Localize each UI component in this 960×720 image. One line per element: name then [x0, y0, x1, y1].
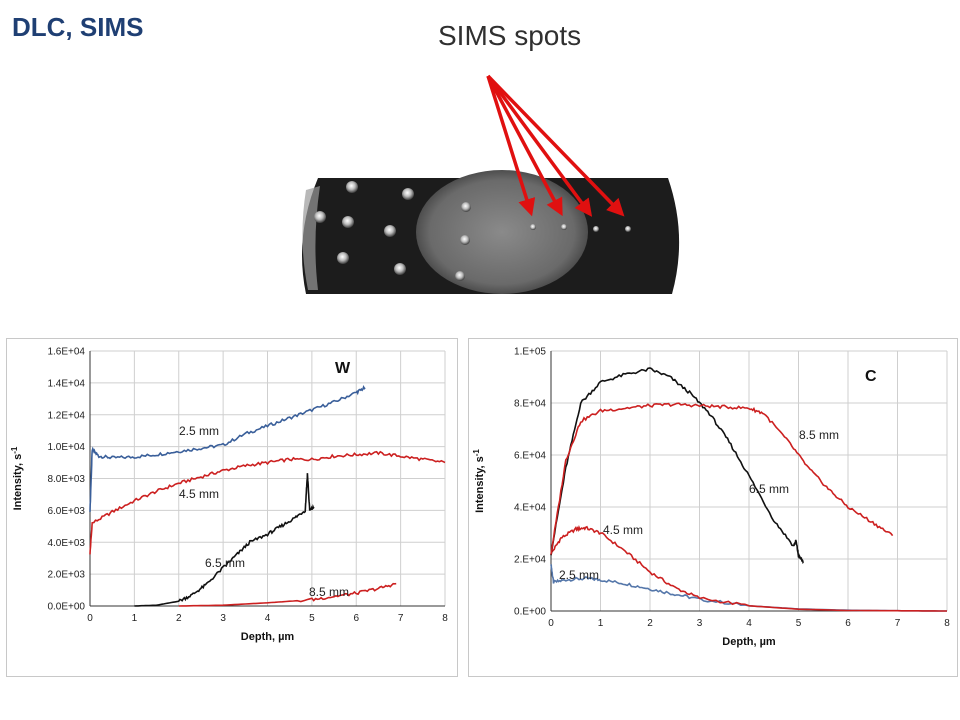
c-x-tick-label: 7 [895, 618, 901, 629]
sims-spots [314, 181, 631, 281]
c-x-tick-label: 2 [647, 618, 653, 629]
w-y-axis-title: Intensity, s-1 [10, 446, 25, 510]
w-series-line-6-5mm [134, 473, 315, 607]
c-y-tick-label: 1.E+05 [514, 347, 546, 358]
w-x-tick-label: 1 [132, 613, 138, 624]
w-series-label: 4.5 mm [179, 487, 219, 501]
c-y-tick-label: 0.E+00 [514, 607, 546, 618]
c-y-tick-label: 6.E+04 [514, 451, 546, 462]
c-y-axis-title: Intensity, s-1 [472, 449, 487, 513]
w-x-tick-label: 3 [220, 613, 226, 624]
chart-w-svg: 0.0E+00 2.0E+03 4.0E+03 6.0E+03 8.0E+03 1.0E+… [10, 347, 449, 644]
c-series-label: 8.5 mm [799, 428, 839, 442]
w-series-label: 6.5 mm [205, 556, 245, 570]
w-y-tick-label: 1.2E+04 [47, 410, 85, 421]
w-x-tick-label: 6 [353, 613, 359, 624]
c-x-tick-label: 6 [845, 618, 851, 629]
c-series-label: 4.5 mm [603, 523, 643, 537]
c-x-tick-label: 5 [796, 618, 802, 629]
chart-c-panel: 0.E+00 2.E+04 4.E+04 6.E+04 8.E+04 1.E+05 0 1 2 3… [468, 338, 958, 677]
chart-w-panel: 0.0E+00 2.0E+03 4.0E+03 6.0E+03 8.0E+03 1.0E+… [6, 338, 458, 677]
c-series-line-6-5mm [550, 367, 805, 565]
w-series-line-8-5mm [178, 582, 397, 607]
sample-photo-with-arrows [302, 74, 680, 294]
red-arrows [486, 74, 625, 217]
w-series-label: 8.5 mm [309, 585, 349, 599]
c-x-axis-title: Depth, µm [722, 636, 776, 648]
w-x-tick-label: 4 [265, 613, 271, 624]
c-y-tick-label: 2.E+04 [514, 555, 546, 566]
c-x-tick-label: 1 [598, 618, 604, 629]
c-x-tick-label: 4 [746, 618, 752, 629]
c-chart-letter: C [865, 368, 877, 385]
c-series-line-4-5mm [550, 525, 947, 612]
c-x-tick-label: 0 [548, 618, 554, 629]
c-y-tick-label: 8.E+04 [514, 399, 546, 410]
w-x-tick-label: 0 [87, 613, 93, 624]
w-series-line-4-5mm [89, 450, 446, 555]
w-y-tick-label: 1.0E+04 [47, 442, 85, 453]
c-x-tick-label: 3 [697, 618, 703, 629]
w-series-line-2-5mm [89, 384, 366, 512]
w-y-tick-label: 6.0E+03 [47, 506, 85, 517]
w-x-tick-label: 5 [309, 613, 315, 624]
w-x-axis-title: Depth, µm [241, 631, 295, 643]
w-x-tick-label: 2 [176, 613, 182, 624]
c-x-tick-label: 8 [944, 618, 950, 629]
w-x-tick-label: 7 [398, 613, 404, 624]
w-series-label: 2.5 mm [179, 424, 219, 438]
sims-spots-label: SIMS spots [438, 20, 582, 51]
w-y-tick-label: 0.0E+00 [47, 602, 85, 613]
c-y-tick-label: 4.E+04 [514, 503, 546, 514]
c-series-line-8-5mm [550, 402, 894, 555]
w-x-tick-label: 8 [442, 613, 448, 624]
sample-photo [302, 170, 680, 294]
chart-c-svg: 0.E+00 2.E+04 4.E+04 6.E+04 8.E+04 1.E+05 0 1 2 3… [472, 347, 951, 649]
w-y-tick-label: 8.0E+03 [47, 474, 85, 485]
w-y-tick-label: 1.4E+04 [47, 378, 85, 389]
c-series-label: 2.5 mm [559, 568, 599, 582]
c-series-label: 6.5 mm [749, 482, 789, 496]
w-y-tick-label: 4.0E+03 [47, 538, 85, 549]
w-y-tick-label: 1.6E+04 [47, 347, 85, 358]
w-y-tick-label: 2.0E+03 [47, 570, 85, 581]
w-chart-letter: W [335, 360, 351, 377]
slide-title: DLC, SIMS [12, 12, 144, 42]
